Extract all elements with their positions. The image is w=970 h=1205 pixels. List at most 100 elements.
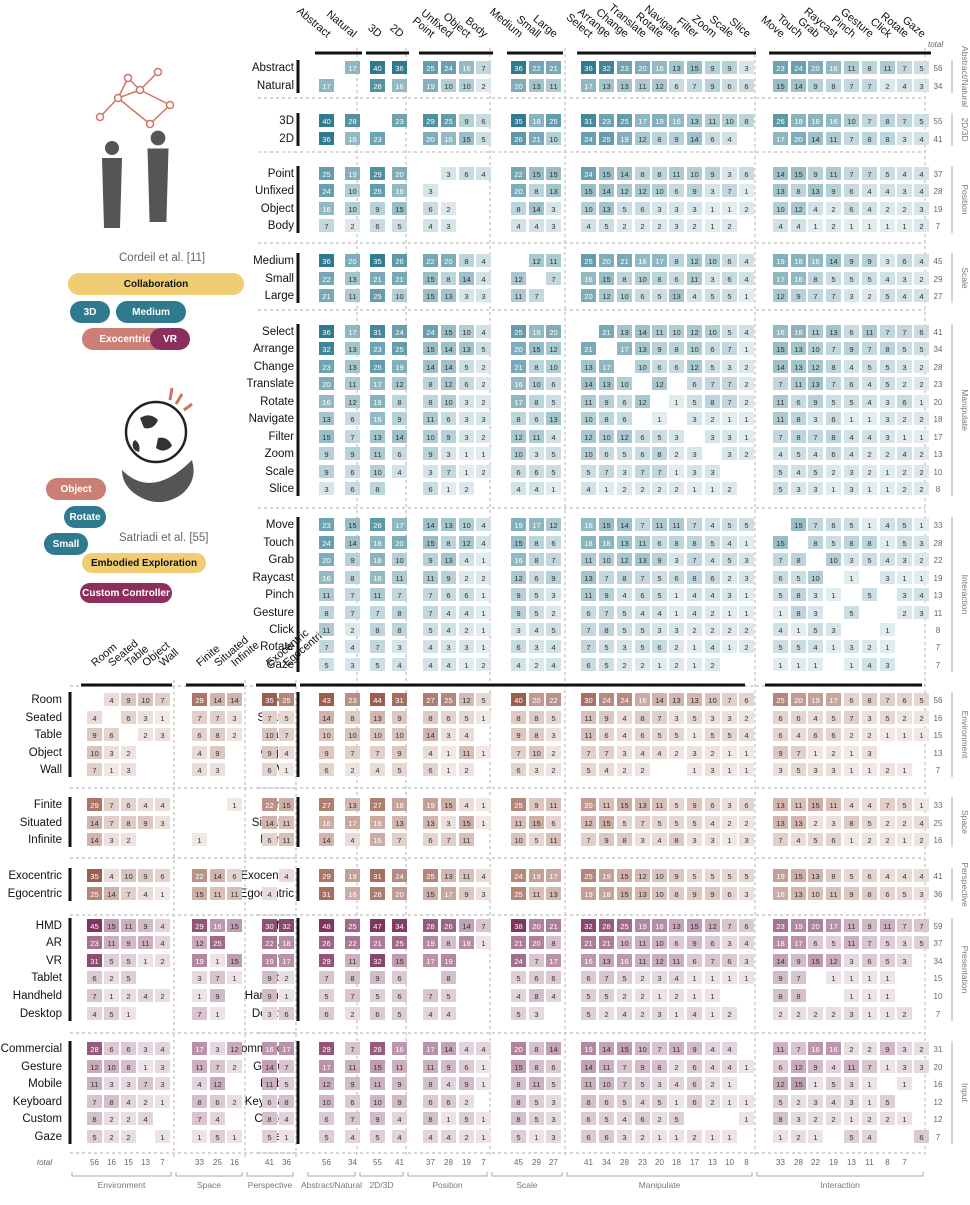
cell-value: 5: [778, 485, 782, 494]
cell-value: 2: [464, 485, 468, 494]
cell-value: 9: [446, 433, 450, 442]
cell-value: 3: [849, 957, 853, 966]
cell-value: 4: [849, 433, 853, 442]
cell-value: 16: [794, 275, 802, 284]
cell-value: 4: [516, 222, 520, 231]
column-label-natural: Natural: [324, 8, 359, 40]
cell-value: 2: [160, 957, 164, 966]
column-total: 33: [776, 1158, 785, 1167]
cell-value: 40: [373, 64, 381, 73]
cell-value: 11: [830, 135, 838, 144]
cell-value: 19: [426, 939, 434, 948]
cell-value: 19: [373, 398, 381, 407]
cell-value: 5: [919, 345, 923, 354]
cell-value: 3: [160, 731, 164, 740]
row-label-translate: Translate: [246, 378, 294, 390]
cell-value: 6: [710, 939, 714, 948]
heat-cell: [476, 114, 491, 127]
cell-value: 2: [727, 222, 731, 231]
cell-value: 27: [373, 801, 381, 810]
cell-value: 3: [516, 626, 520, 635]
row-group-label-position: Position: [960, 184, 970, 215]
heat-cell: [370, 61, 385, 74]
cell-value: 15: [395, 205, 403, 214]
cell-value: 11: [656, 521, 664, 530]
cell-value: 5: [692, 872, 696, 881]
cell-value: 1: [446, 749, 450, 758]
row-label-left-hmd: HMD: [36, 920, 62, 932]
column-label-3d: 3D: [365, 22, 384, 40]
cell-value: 19: [655, 117, 663, 126]
heat-cell: [897, 61, 912, 74]
row-total: 7: [936, 1010, 941, 1019]
cell-value: 7: [350, 591, 354, 600]
cell-value: 16: [584, 275, 592, 284]
cell-value: 19: [532, 872, 540, 881]
cell-value: 13: [549, 415, 557, 424]
cell-value: 21: [532, 135, 540, 144]
cell-value: 5: [516, 1133, 520, 1142]
cell-value: 5: [586, 1010, 590, 1019]
heat-cell: [844, 132, 859, 145]
cell-value: 11: [515, 292, 523, 301]
cell-value: 13: [811, 872, 819, 881]
cell-value: 8: [534, 398, 538, 407]
cell-value: 3: [902, 957, 906, 966]
cell-value: 7: [622, 1063, 626, 1072]
cell-value: 10: [90, 749, 98, 758]
heat-cell: [705, 202, 720, 215]
row-label-left-vr: VR: [46, 955, 62, 967]
cell-value: 13: [638, 801, 646, 810]
heat-cell: [392, 167, 407, 180]
cell-value: 2: [727, 819, 731, 828]
cell-value: 36: [322, 328, 330, 337]
heat-cell: [345, 184, 360, 197]
cell-value: 25: [348, 922, 356, 931]
cell-value: 5: [657, 574, 661, 583]
cell-value: 15: [282, 801, 290, 810]
heat-cell: [511, 202, 526, 215]
cell-value: 6: [744, 170, 748, 179]
cell-value: 11: [214, 890, 222, 899]
cell-value: 7: [92, 1098, 96, 1107]
cell-value: 3: [446, 222, 450, 231]
cell-value: 8: [428, 398, 432, 407]
cell-value: 1: [813, 1133, 817, 1142]
row-label-select: Select: [262, 326, 295, 338]
cell-value: 40: [514, 696, 522, 705]
cell-value: 7: [727, 696, 731, 705]
heat-cell: [529, 132, 544, 145]
cell-value: 3: [640, 836, 644, 845]
cell-value: 3: [692, 205, 696, 214]
cell-value: 3: [727, 591, 731, 600]
heat-cell: [529, 79, 544, 92]
row-total: 18: [934, 415, 943, 424]
heat-cell: [897, 132, 912, 145]
cell-value: 16: [265, 1045, 273, 1054]
heat-cell: [529, 184, 544, 197]
cell-value: 3: [551, 205, 555, 214]
cell-value: 8: [516, 1098, 520, 1107]
cell-value: 3: [796, 1115, 800, 1124]
cell-value: 9: [831, 187, 835, 196]
cell-value: 4: [92, 1010, 96, 1019]
heat-cell: [617, 132, 632, 145]
cell-value: 7: [727, 345, 731, 354]
cell-value: 3: [622, 1133, 626, 1142]
cell-value: 18: [462, 939, 470, 948]
cell-value: 6: [350, 468, 354, 477]
cell-value: 9: [796, 957, 800, 966]
cell-value: 1: [727, 836, 731, 845]
cell-value: 4: [464, 731, 468, 740]
cell-value: 11: [283, 819, 291, 828]
row-total: 20: [934, 1063, 943, 1072]
cell-value: 8: [867, 64, 871, 73]
cell-value: 9: [885, 1045, 889, 1054]
cell-value: 13: [794, 890, 802, 899]
cell-value: 20: [514, 187, 522, 196]
column-total: 13: [141, 1158, 150, 1167]
cell-value: 15: [532, 345, 540, 354]
heat-cell: [914, 114, 929, 127]
cell-value: 1: [481, 819, 485, 828]
cell-value: 5: [849, 398, 853, 407]
